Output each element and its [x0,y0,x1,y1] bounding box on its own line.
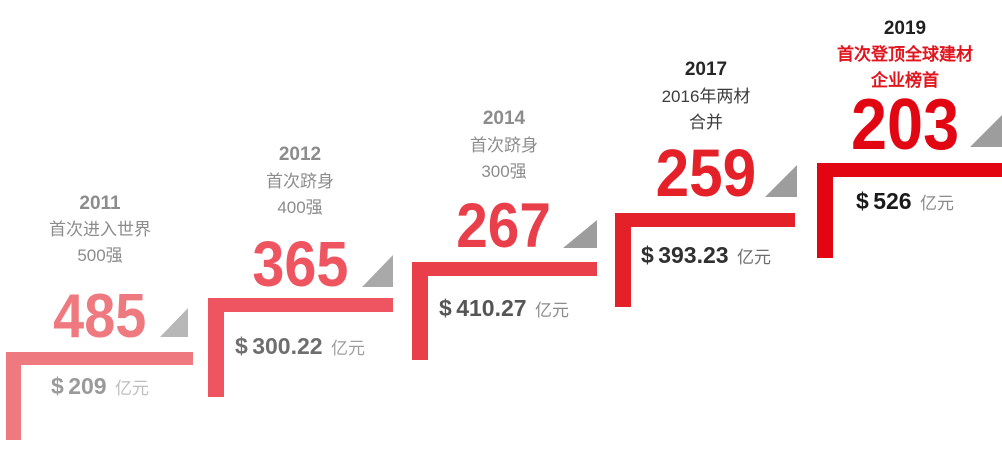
currency-symbol: $ [234,333,248,359]
currency-symbol: $ [640,242,654,268]
milestone-year: 2014 [482,108,526,129]
milestone-year: 2012 [278,144,322,165]
ranking-value: 259 [655,136,757,211]
milestone-year: 2017 [684,59,728,80]
ranking-value: 365 [251,228,349,300]
revenue-unit: 亿元 [331,339,366,358]
revenue-value: $ 526 亿元 [805,188,1002,218]
revenue-unit: 亿元 [115,379,150,398]
revenue-amount: 526 [873,188,912,214]
revenue-amount: 300.22 [252,333,323,359]
milestone-description-line2: 300强 [481,162,527,181]
currency-symbol: $ [50,373,64,399]
revenue-amount: 393.23 [658,242,729,268]
step-tread-bar [6,352,193,365]
revenue-value: $ 410.27 亿元 [404,295,604,325]
revenue-value: $ 209 亿元 [0,373,200,403]
step-riser-bar [412,262,428,360]
revenue-unit: 亿元 [535,301,570,320]
step-riser-bar [817,163,833,258]
milestone-description-line1: 首次跻身 [266,172,334,191]
milestone-description-line1: 2016年两材 [661,87,751,106]
milestone-description-line2: 500强 [77,246,123,265]
currency-symbol: $ [438,295,452,321]
milestone-description-line2: 400强 [277,198,323,217]
revenue-unit: 亿元 [920,194,955,213]
revenue-value: $ 393.23 亿元 [606,242,806,272]
ranking-value: 485 [53,282,147,351]
step-riser-bar [615,213,631,307]
ranking-value: 267 [456,191,552,261]
milestone-year: 2019 [883,18,927,39]
step-riser-bar [208,298,224,397]
milestone-description-line1: 首次进入世界 [49,220,151,239]
step-riser-bar [6,352,21,440]
milestone-description-line2: 企业榜首 [871,71,939,90]
revenue-amount: 209 [68,373,107,399]
milestone-year: 2011 [79,193,121,214]
currency-symbol: $ [855,188,869,214]
revenue-amount: 410.27 [456,295,527,321]
revenue-unit: 亿元 [737,248,772,267]
step-tread-bar [208,298,393,312]
milestone-description-line2: 合并 [689,113,723,132]
revenue-value: $ 300.22 亿元 [200,333,400,363]
step-tread-bar [412,262,597,276]
step-tread-bar [615,213,795,227]
milestone-description-line1: 首次跻身 [470,136,538,155]
ranking-value: 203 [850,85,960,165]
step-tread-bar [817,163,1002,177]
milestone-description-line1: 首次登顶全球建材 [837,45,973,64]
